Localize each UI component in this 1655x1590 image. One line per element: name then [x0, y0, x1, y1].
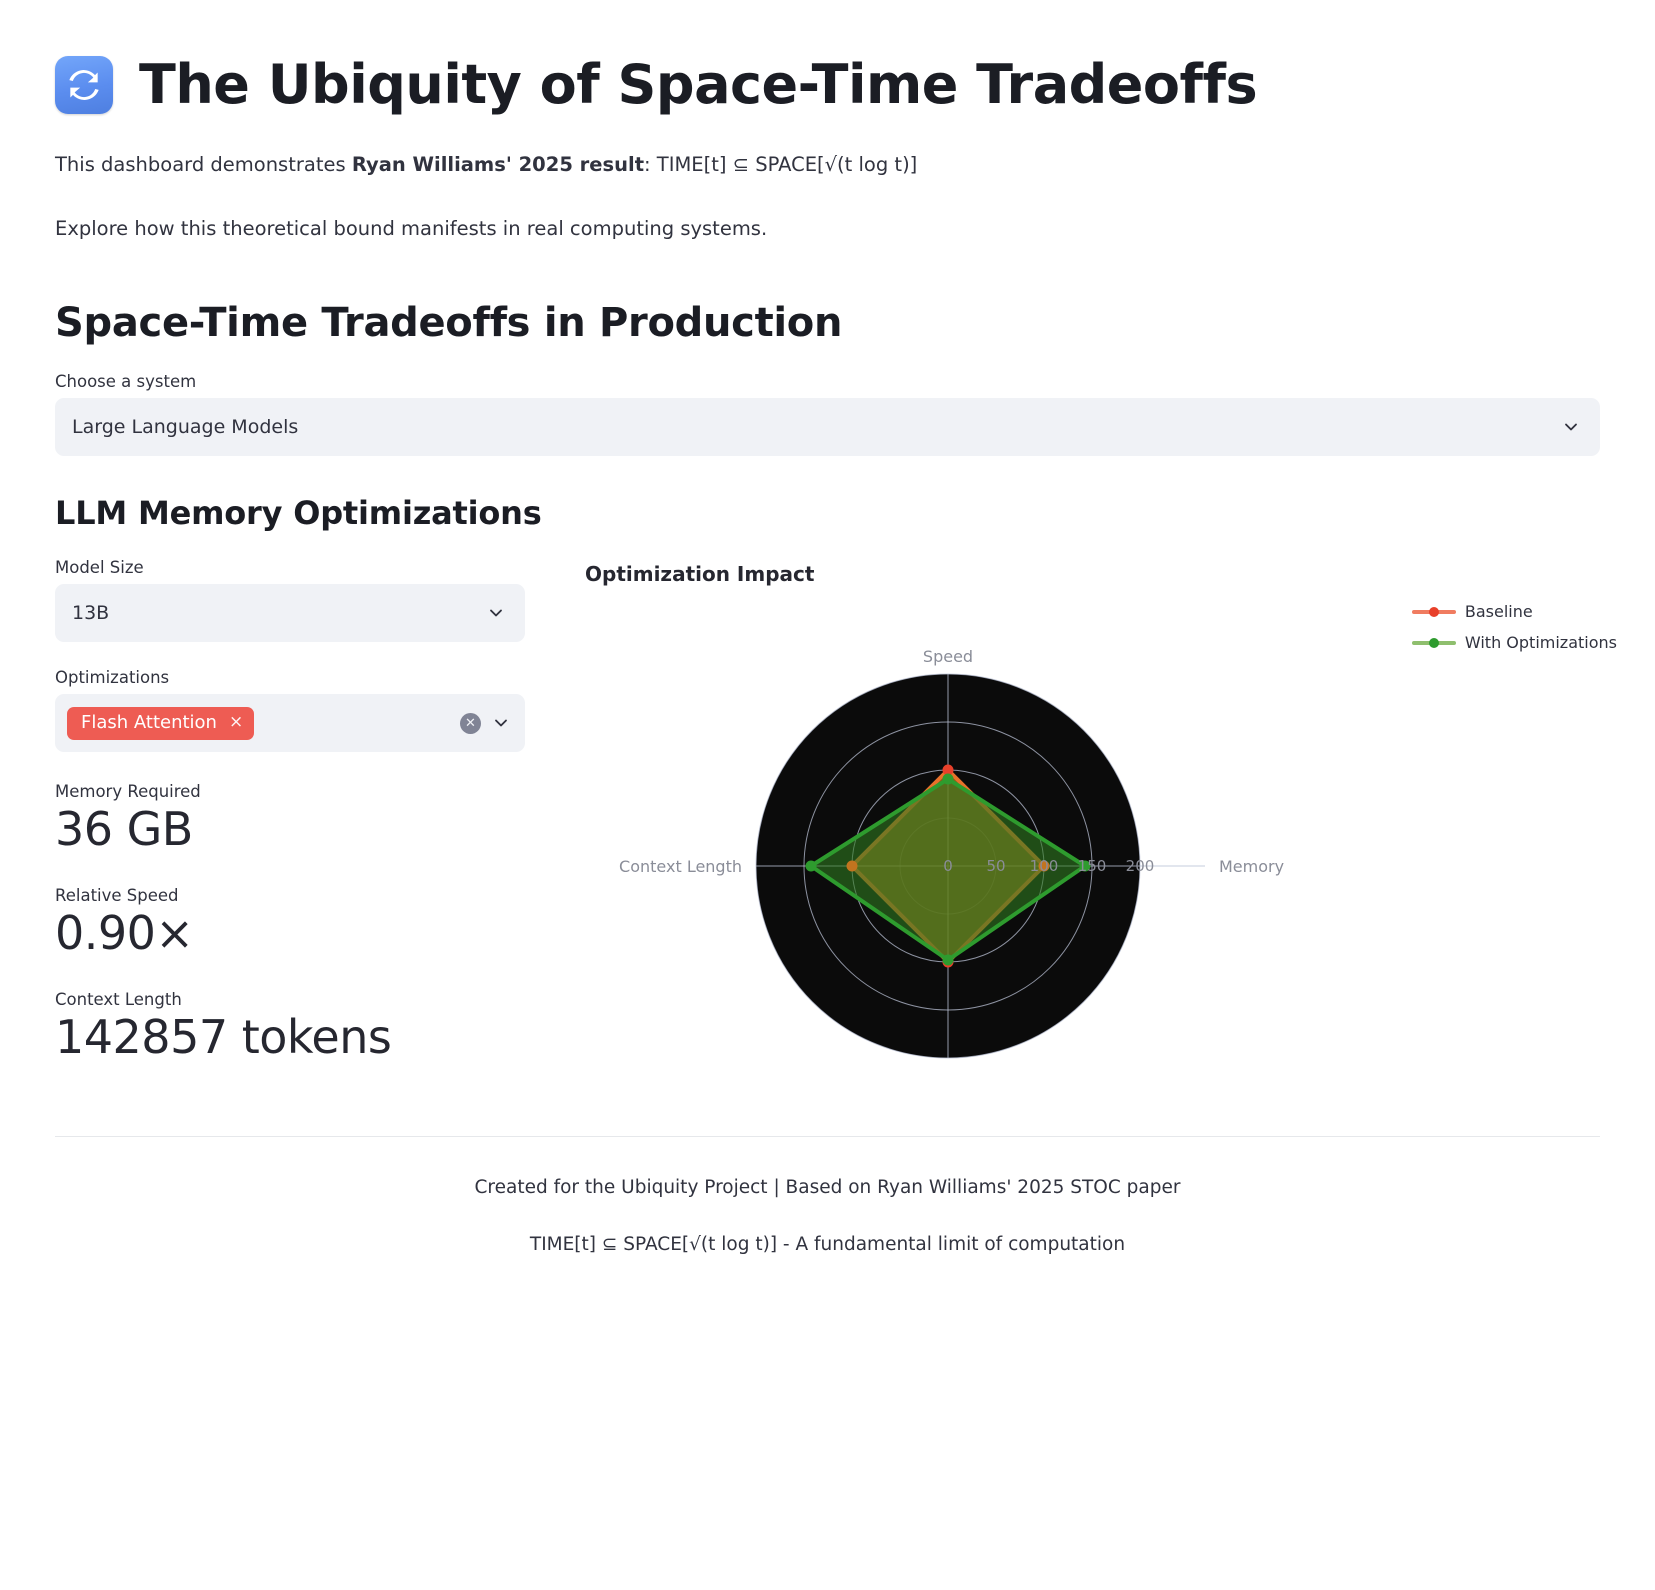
refresh-sync-icon [55, 56, 113, 114]
system-select-label: Choose a system [55, 372, 197, 392]
metric-relative-speed: Relative Speed 0.90× [55, 856, 555, 960]
intro-subtext: Explore how this theoretical bound manif… [55, 217, 768, 241]
chevron-down-icon[interactable] [486, 603, 506, 623]
radar-chart-svg: 0 50 100 150 200 Speed Memory Quality Co… [619, 647, 1284, 1059]
footer-divider [55, 1136, 1600, 1138]
chart-title: Optimization Impact [585, 562, 815, 587]
metric-label: Relative Speed [55, 886, 179, 906]
header: The Ubiquity of Space-Time Tradeoffs [55, 0, 1600, 114]
intro-suffix: : TIME[t] ⊆ SPACE[√(t log t)] [644, 153, 918, 176]
section-title: Space-Time Tradeoffs in Production [55, 300, 843, 347]
legend-marker-baseline [1411, 605, 1456, 619]
intro-paragraph: This dashboard demonstrates Ryan William… [55, 114, 1600, 180]
llm-subsection-title: LLM Memory Optimizations [55, 494, 542, 533]
model-size-value: 13B [72, 602, 110, 625]
radial-tick-labels: 0 50 100 150 200 [943, 857, 1154, 875]
legend-label: With Optimizations [1464, 633, 1617, 653]
footer-line-2: TIME[t] ⊆ SPACE[√(t log t)] - A fundamen… [529, 1234, 1126, 1256]
radial-tick-150: 150 [1078, 857, 1107, 875]
legend-label: Baseline [1464, 602, 1533, 622]
optimized-markers [805, 773, 1091, 966]
legend-item-with-optimizations[interactable]: With Optimizations [1411, 633, 1617, 653]
metric-value: 0.90× [55, 906, 194, 961]
chip-remove-icon[interactable]: × [228, 712, 244, 733]
radial-tick-100: 100 [1030, 857, 1059, 875]
radial-tick-200: 200 [1126, 857, 1155, 875]
radar-chart: 0 50 100 150 200 Speed Memory Quality Co… [585, 594, 1630, 1064]
model-size-select[interactable]: 13B [55, 584, 525, 643]
chart-legend: Baseline With Optimizations [1411, 602, 1617, 653]
chevron-down-icon[interactable] [491, 713, 511, 733]
chip-label: Flash Attention [81, 711, 217, 733]
radial-tick-50: 50 [986, 857, 1005, 875]
chip-flash-attention[interactable]: Flash Attention × [67, 706, 255, 740]
metric-label: Memory Required [55, 782, 201, 802]
page-title: The Ubiquity of Space-Time Tradeoffs [139, 52, 1258, 116]
optimizations-label: Optimizations [55, 668, 170, 688]
legend-item-baseline[interactable]: Baseline [1411, 602, 1617, 622]
system-select[interactable]: Large Language Models [55, 398, 1600, 457]
axis-label-context-length: Context Length [619, 857, 742, 876]
dashboard-page: The Ubiquity of Space-Time Tradeoffs Thi… [55, 0, 1617, 1256]
metric-value: 142857 tokens [55, 1010, 392, 1065]
intro-prefix: This dashboard demonstrates [55, 153, 352, 176]
axis-label-speed: Speed [923, 647, 973, 666]
controls-column: Model Size 13B Optimizations Flash Atten… [55, 532, 555, 1064]
footer-line-1: Created for the Ubiquity Project | Based… [474, 1177, 1181, 1199]
radial-tick-0: 0 [943, 857, 953, 875]
content-columns: Model Size 13B Optimizations Flash Atten… [55, 532, 1617, 1064]
metric-memory-required: Memory Required 36 GB [55, 752, 555, 856]
model-size-label: Model Size [55, 558, 144, 578]
metric-label: Context Length [55, 990, 182, 1010]
axis-labels: Speed Memory Quality Context Length [619, 647, 1284, 876]
chart-column: Optimization Impact [555, 532, 1630, 1064]
optimization-chips: Flash Attention × [67, 706, 450, 740]
system-select-value: Large Language Models [72, 416, 299, 439]
legend-marker-with-optimizations [1411, 636, 1456, 650]
clear-circle-icon[interactable]: ✕ [460, 712, 481, 734]
intro-bold: Ryan Williams' 2025 result [351, 153, 645, 176]
chevron-down-icon[interactable] [1561, 417, 1581, 437]
metric-value: 36 GB [55, 802, 193, 857]
axis-label-memory: Memory [1219, 857, 1284, 876]
metric-context-length: Context Length 142857 tokens [55, 960, 555, 1064]
optimizations-multiselect[interactable]: Flash Attention × ✕ [55, 694, 525, 753]
